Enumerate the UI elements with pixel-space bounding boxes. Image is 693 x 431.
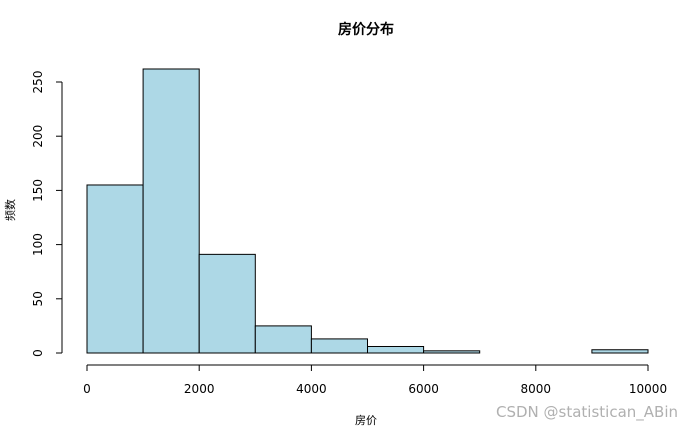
y-tick-label: 100 — [31, 233, 45, 256]
y-tick-label: 200 — [31, 125, 45, 148]
y-tick-label: 50 — [31, 291, 45, 306]
watermark: CSDN @statistican_ABin — [496, 403, 678, 422]
y-axis-label: 频数 — [3, 199, 17, 221]
bar — [591, 349, 649, 354]
bar — [142, 68, 200, 354]
y-tick-label: 150 — [31, 179, 45, 202]
y-tick-label: 0 — [31, 349, 45, 357]
bar — [198, 253, 256, 354]
bar — [423, 350, 481, 354]
x-tick-label: 4000 — [296, 382, 327, 396]
bar — [254, 325, 312, 354]
y-tick-label: 250 — [31, 71, 45, 94]
chart-title: 房价分布 — [338, 21, 394, 38]
bar — [367, 345, 425, 354]
x-tick-label: 6000 — [408, 382, 439, 396]
x-tick-label: 2000 — [184, 382, 215, 396]
bar — [310, 338, 368, 354]
x-tick-label: 8000 — [521, 382, 552, 396]
x-tick-label: 0 — [83, 382, 91, 396]
x-axis-label: 房价 — [355, 414, 377, 427]
bar — [86, 184, 144, 354]
x-tick-label: 10000 — [629, 382, 667, 396]
